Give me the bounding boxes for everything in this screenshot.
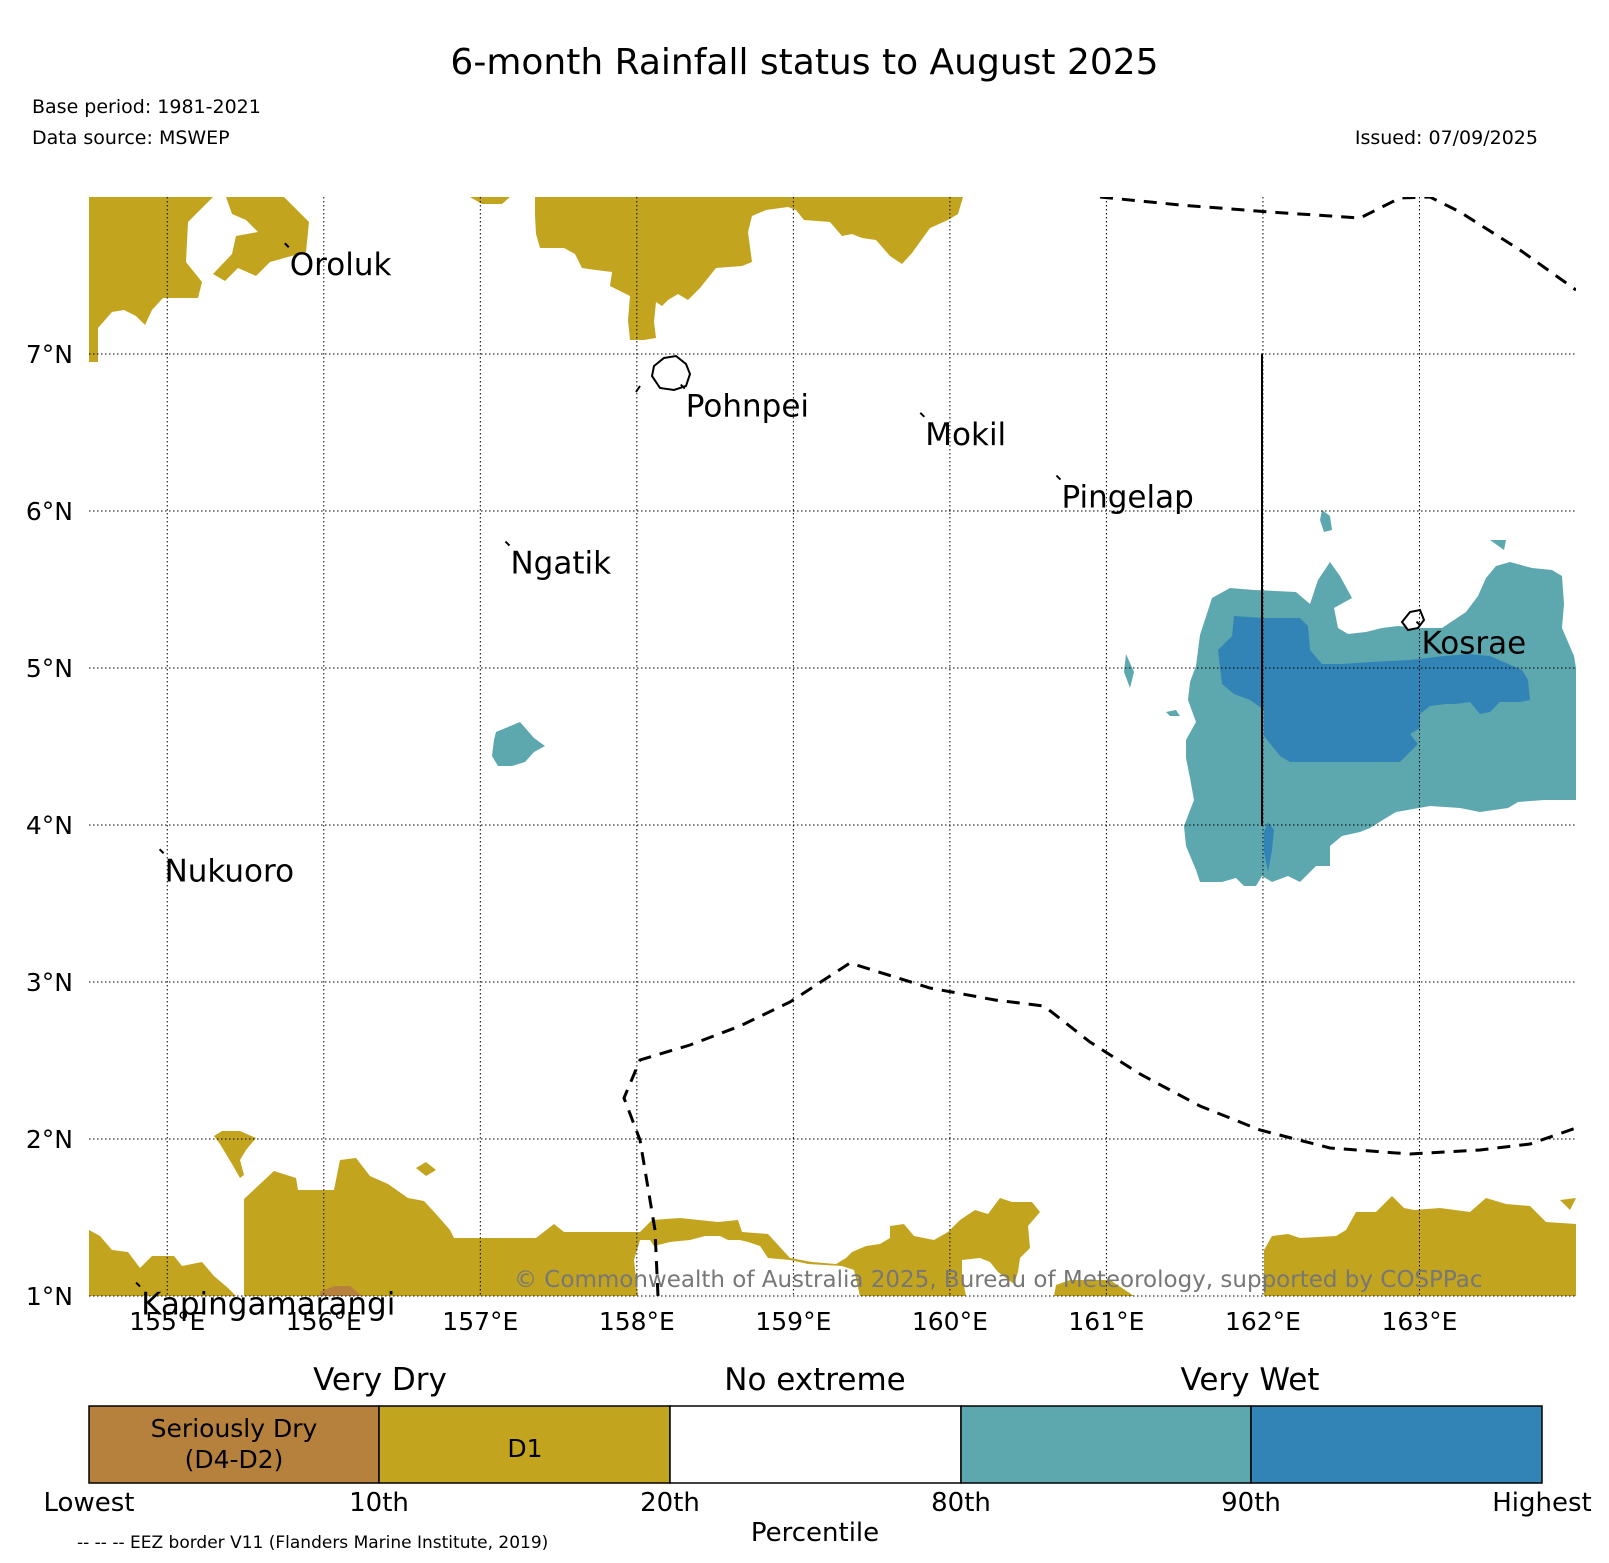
island-label-kosrae: Kosrae	[1421, 626, 1526, 662]
island-label-ngatik: Ngatik	[510, 546, 611, 582]
legend: Very Dry No extreme Very Wet Seriously D…	[44, 1362, 1592, 1553]
dry-region	[416, 1162, 436, 1176]
wet-region	[1124, 654, 1134, 688]
seriously-dry-region	[320, 1286, 362, 1296]
latitude-tick-label: 6°N	[26, 497, 73, 526]
island-label-nukuoro: Nukuoro	[165, 853, 294, 889]
legend-bin-seriously-dry	[88, 1405, 380, 1484]
dry-region	[89, 1230, 236, 1296]
map-grid	[89, 197, 1576, 1297]
longitude-tick-label: 159°E	[755, 1307, 831, 1336]
legend-no-extreme-label: No extreme	[724, 1362, 905, 1398]
wet-region	[1166, 710, 1180, 716]
pohnpei-island-outline	[650, 354, 692, 392]
island-label-pohnpei: Pohnpei	[686, 389, 809, 425]
dry-region	[214, 1131, 256, 1178]
dry-region	[89, 197, 213, 362]
wet-region	[1490, 540, 1506, 550]
island-marker	[680, 383, 686, 390]
longitude-tick-label: 158°E	[599, 1307, 675, 1336]
wet-region	[1320, 510, 1332, 532]
legend-axis-title: Percentile	[751, 1518, 879, 1548]
legend-bin-no-extreme	[669, 1405, 962, 1484]
dry-region	[244, 1158, 1040, 1296]
longitude-tick-label: 157°E	[442, 1307, 518, 1336]
legend-tick-10th: 10th	[349, 1488, 409, 1518]
legend-tick-highest: Highest	[1492, 1488, 1592, 1518]
latitude-tick-label: 2°N	[26, 1125, 73, 1154]
dry-region	[1560, 1198, 1576, 1210]
island-marker	[1055, 474, 1062, 481]
dry-region	[470, 197, 510, 204]
legend-bin-d1	[378, 1405, 671, 1484]
very-wet-region	[1264, 822, 1274, 872]
island-marker	[158, 848, 165, 854]
dry-region	[535, 197, 963, 340]
island-marker	[284, 242, 290, 248]
island-speck	[635, 385, 641, 393]
latitude-tick-label: 1°N	[26, 1282, 73, 1311]
latitude-tick-label: 5°N	[26, 654, 73, 683]
latitude-axis: 1°N 2°N 3°N 4°N 5°N 6°N 7°N	[26, 340, 73, 1311]
island-label-mokil: Mokil	[925, 417, 1006, 453]
island-label-pingelap: Pingelap	[1061, 480, 1193, 516]
island-marker	[504, 540, 511, 547]
longitude-tick-label: 160°E	[912, 1307, 988, 1336]
map-title: 6-month Rainfall status to August 2025	[450, 42, 1159, 83]
longitude-tick-label: 156°E	[286, 1307, 362, 1336]
longitude-tick-label: 163°E	[1381, 1307, 1457, 1336]
legend-tick-80th: 80th	[931, 1488, 991, 1518]
latitude-tick-label: 7°N	[26, 340, 73, 369]
dry-region	[213, 197, 309, 281]
legend-very-dry-label: Very Dry	[313, 1362, 447, 1398]
map-panel	[89, 197, 1576, 1296]
issued-date: Issued: 07/09/2025	[1354, 127, 1538, 149]
island-label-oroluk: Oroluk	[290, 247, 392, 283]
legend-tick-90th: 90th	[1221, 1488, 1281, 1518]
legend-bin-wet	[960, 1405, 1252, 1484]
eez-border	[622, 961, 1576, 1296]
legend-tick-lowest: Lowest	[44, 1488, 135, 1518]
island-marker	[1415, 620, 1422, 627]
dry-region	[1054, 1280, 1134, 1296]
latitude-tick-label: 4°N	[26, 811, 73, 840]
copyright-text: © Commonwealth of Australia 2025, Bureau…	[514, 1267, 1483, 1293]
legend-tick-20th: 20th	[640, 1488, 700, 1518]
dry-region	[1264, 1196, 1576, 1296]
longitude-axis: 155°E 156°E 157°E 158°E 159°E 160°E 161°E 162°E…	[129, 1307, 1457, 1336]
eez-border	[1099, 197, 1576, 292]
longitude-tick-label: 161°E	[1068, 1307, 1144, 1336]
island-labels: Oroluk Pohnpei Mokil Pingelap Ngatik Kosrae Nu…	[135, 242, 1526, 1323]
legend-bin-very-wet	[1250, 1405, 1543, 1484]
eez-source-note: -- -- -- EEZ border V11 (Flanders Marine…	[77, 1533, 548, 1553]
longitude-tick-label: 162°E	[1225, 1307, 1301, 1336]
latitude-tick-label: 3°N	[26, 968, 73, 997]
island-label-kapingamarangi: Kapingamarangi	[141, 1287, 395, 1323]
legend-d1-text: D1	[507, 1434, 542, 1463]
longitude-tick-label: 155°E	[129, 1307, 205, 1336]
island-marker	[135, 1281, 141, 1288]
very-wet-region	[1218, 616, 1530, 762]
legend-very-wet-label: Very Wet	[1181, 1362, 1320, 1398]
wet-region	[492, 722, 545, 766]
legend-seriously-dry-code: (D4-D2)	[185, 1445, 284, 1474]
data-source: Data source: MSWEP	[32, 127, 230, 149]
island-marker	[919, 412, 925, 418]
base-period: Base period: 1981-2021	[32, 96, 261, 118]
legend-seriously-dry-text: Seriously Dry	[151, 1414, 318, 1443]
